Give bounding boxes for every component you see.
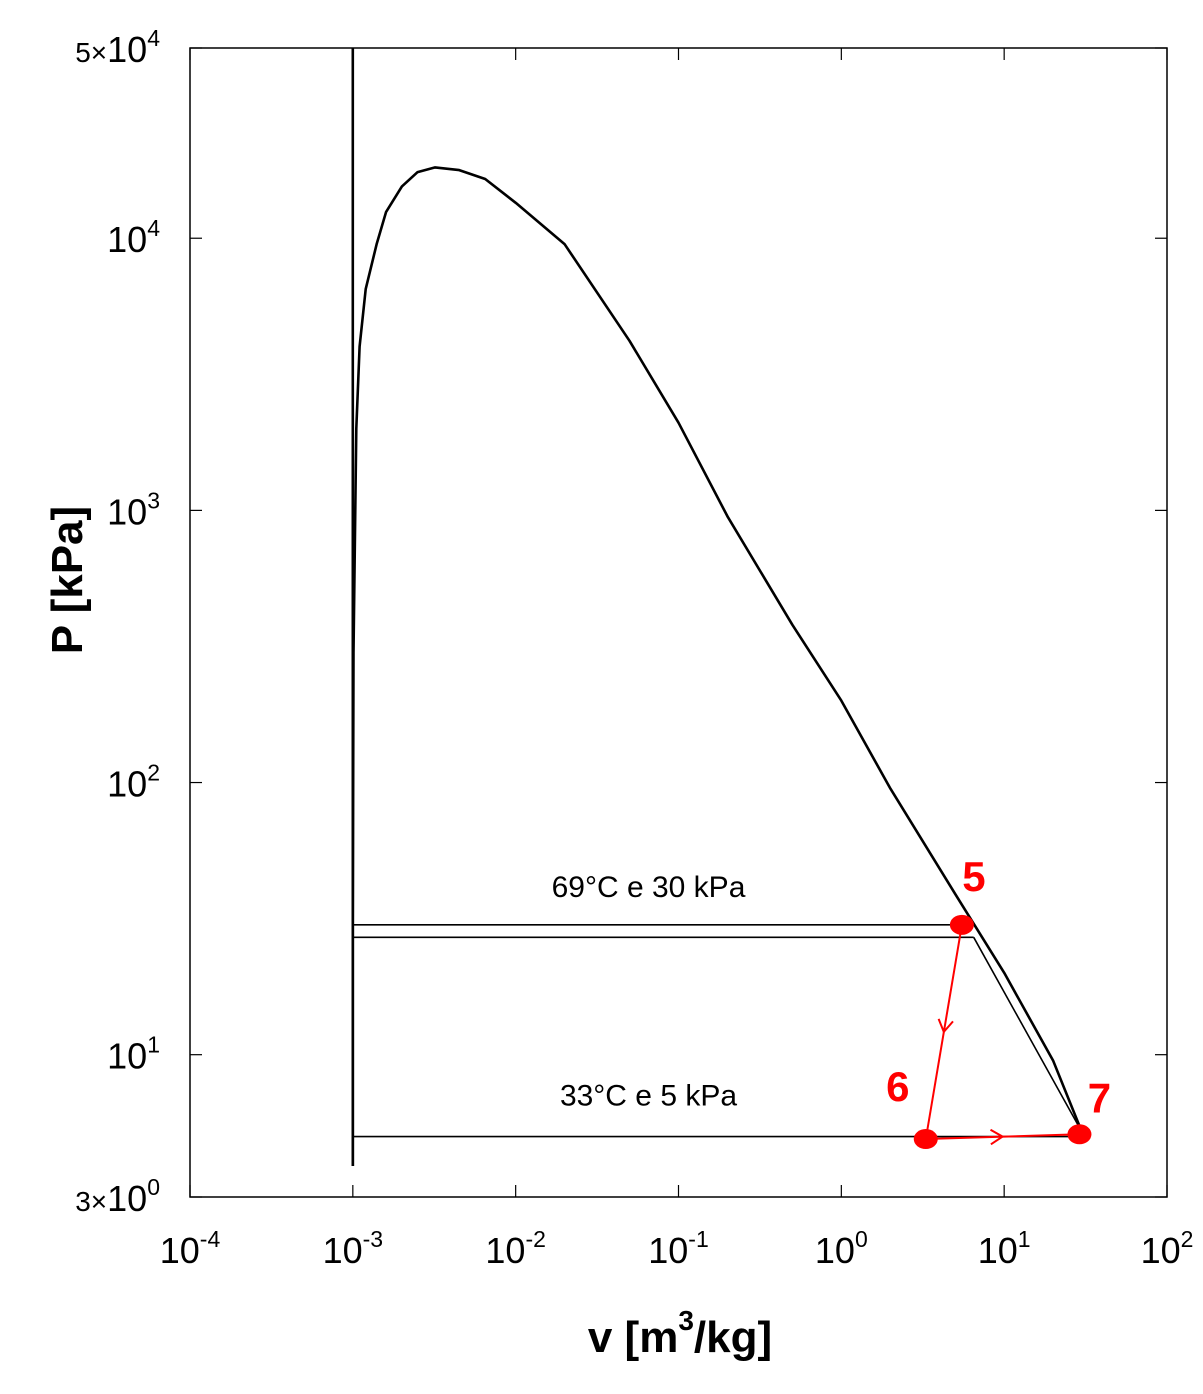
y-axis-title: P [kPa] — [43, 506, 92, 654]
ticks-layer: 10-4 10-3 10-2 10-1 100 101 102 3×100 101 102 103 1… — [75, 25, 1193, 1271]
series-isobar-tail — [973, 936, 1083, 1133]
y-tick-label: 104 — [107, 215, 160, 260]
y-tick-label: 101 — [107, 1032, 160, 1077]
x-tick-label: 10-3 — [323, 1226, 384, 1271]
plot-frame — [189, 47, 1168, 1198]
y-tick-label: 3×100 — [75, 1174, 160, 1219]
process-arrow — [990, 1128, 1005, 1146]
x-axis-title-sup: 3 — [678, 1305, 694, 1336]
x-tick-label: 10-2 — [485, 1226, 546, 1271]
x-axis-title: v [m3/kg] — [588, 1305, 772, 1362]
process-arrow — [937, 1018, 954, 1034]
series-saturation-dome — [351, 166, 1084, 1166]
state-point-5 — [949, 914, 974, 935]
x-tick-label: 10-4 — [160, 1226, 221, 1271]
isobar-annotation: 69°C e 30 kPa — [552, 871, 746, 904]
x-tick-label: 102 — [1141, 1226, 1194, 1271]
y-tick-label: 103 — [107, 487, 160, 532]
state-point-label: 6 — [886, 1063, 909, 1110]
x-tick-label: 101 — [978, 1226, 1031, 1271]
lines-layer — [351, 48, 1084, 1166]
y-tick-label: 5×104 — [75, 25, 160, 70]
x-axis-title-rest: /kg] — [694, 1313, 772, 1362]
x-tick-label: 100 — [815, 1226, 868, 1271]
points-layer — [913, 914, 1092, 1150]
labels-layer: 5 6 7 69°C e 30 kPa 33°C e 5 kPa — [552, 853, 1112, 1121]
x-tick-label: 10-1 — [648, 1226, 709, 1271]
state-point-label: 7 — [1088, 1074, 1111, 1121]
state-point-6 — [913, 1129, 938, 1150]
y-tick-label: 102 — [107, 760, 160, 805]
state-point-7 — [1067, 1124, 1092, 1145]
state-point-label: 5 — [962, 853, 985, 900]
x-axis-title-base: v [m — [588, 1313, 678, 1362]
isobar-annotation: 33°C e 5 kPa — [560, 1080, 737, 1113]
